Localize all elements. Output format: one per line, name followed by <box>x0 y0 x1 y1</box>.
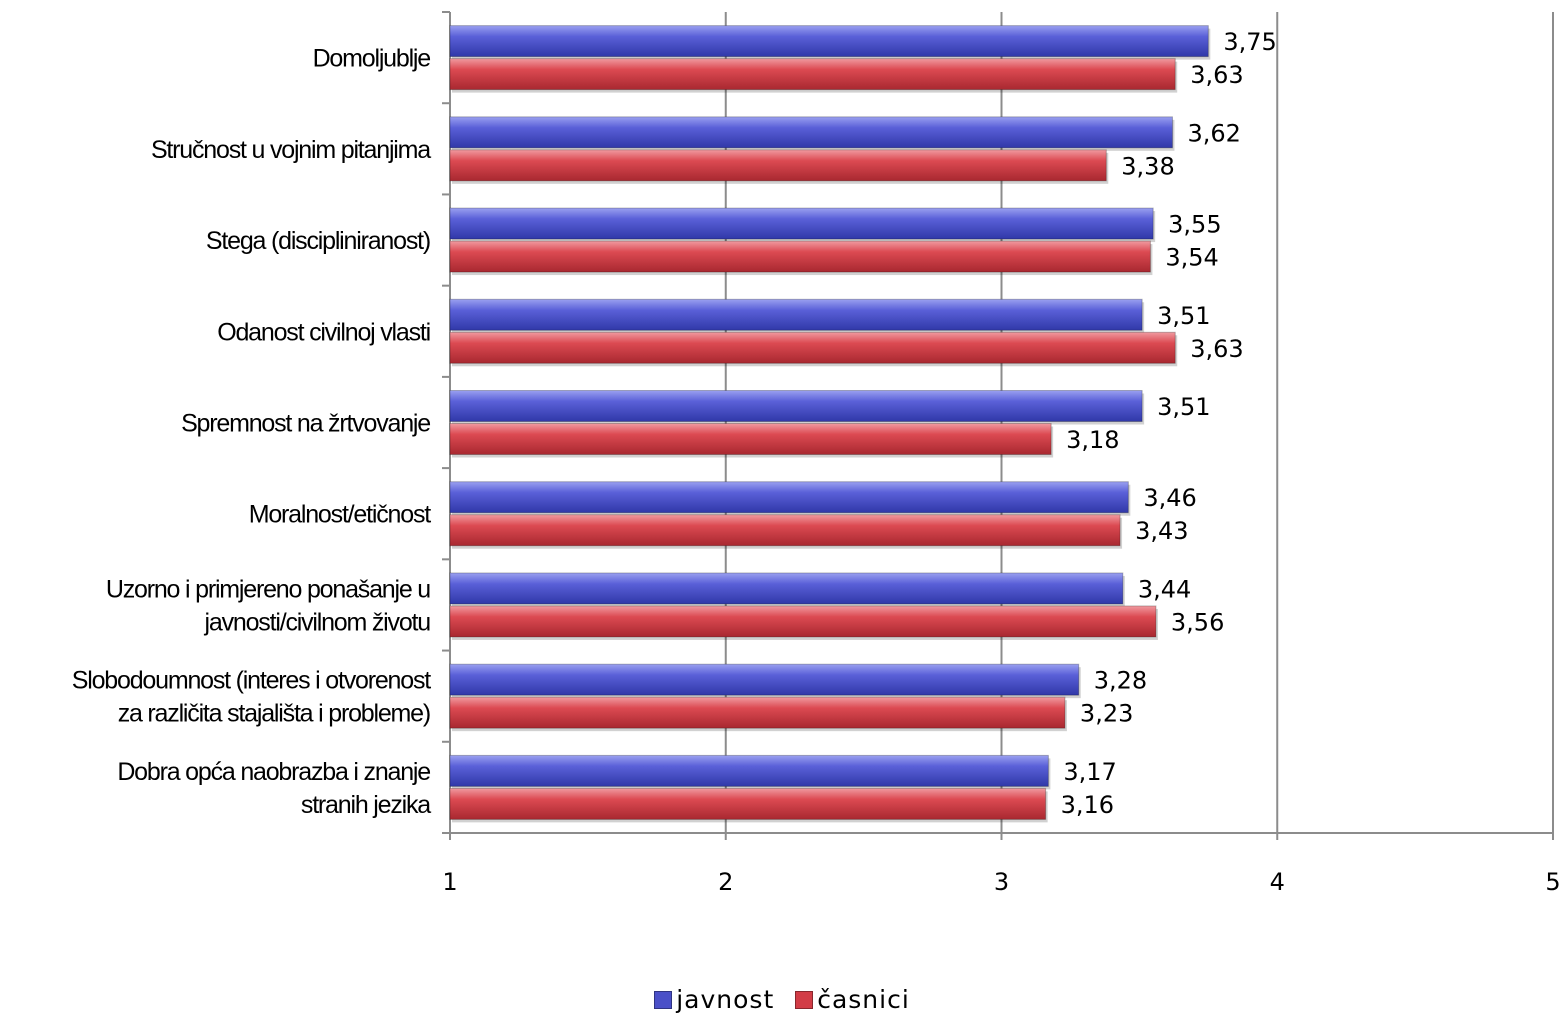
value-label-javnost-7: 3,28 <box>1094 667 1147 695</box>
value-label-javnost-2: 3,55 <box>1168 211 1221 239</box>
bar-javnost-2 <box>449 207 1154 240</box>
bar-javnost-4 <box>449 390 1143 422</box>
category-label-6-line-1: javnosti/civilnom životu <box>204 608 431 636</box>
value-label-casnici-2: 3,54 <box>1165 244 1218 272</box>
bar-casnici-1 <box>449 149 1107 182</box>
bar-casnici-5 <box>449 514 1121 547</box>
axes <box>442 11 1554 840</box>
legend-swatch-javnost <box>654 990 673 1009</box>
value-label-casnici-1: 3,38 <box>1121 152 1174 180</box>
value-label-casnici-5: 3,43 <box>1135 517 1188 545</box>
value-label-casnici-7: 3,23 <box>1080 700 1133 728</box>
legend-label-javnost: javnost <box>676 985 775 1014</box>
value-label-casnici-3: 3,63 <box>1190 335 1243 363</box>
legend-item-javnost: javnost <box>654 985 774 1014</box>
bar-casnici-8 <box>449 787 1047 820</box>
value-label-javnost-1: 3,62 <box>1187 119 1240 147</box>
bar-javnost-6 <box>449 572 1124 605</box>
bar-javnost-7 <box>449 663 1080 696</box>
bar-javnost-8 <box>449 754 1049 787</box>
category-label-1: Stručnost u vojnim pitanjima <box>151 136 431 164</box>
category-label-3: Odanost civilnoj vlasti <box>217 318 430 346</box>
gridlines <box>724 12 1554 833</box>
legend: javnost časnici <box>0 985 1564 1015</box>
category-label-7-line-0: Slobodoumnost (interes i otvorenost <box>72 667 431 695</box>
value-label-javnost-5: 3,46 <box>1143 484 1196 512</box>
bar-casnici-3 <box>449 331 1176 364</box>
x-tick-label-3: 3 <box>994 868 1009 896</box>
legend-item-casnici: časnici <box>795 985 910 1014</box>
bar-casnici-2 <box>449 240 1151 273</box>
category-label-0: Domoljublje <box>313 45 431 73</box>
x-tick-label-5: 5 <box>1545 868 1560 896</box>
category-label-4: Spremnost na žrtvovanje <box>181 410 430 438</box>
value-label-javnost-3: 3,51 <box>1157 302 1210 330</box>
bar-casnici-0 <box>449 58 1176 91</box>
category-label-8-line-0: Dobra opća naobrazba i znanje <box>117 758 430 786</box>
category-label-8-line-1: stranih jezika <box>301 791 431 819</box>
bar-javnost-0 <box>449 25 1209 58</box>
bar-casnici-6 <box>449 605 1157 638</box>
category-labels: Domoljublje Stručnost u vojnim pitanjima S… <box>72 45 433 819</box>
value-label-casnici-8: 3,16 <box>1061 791 1114 819</box>
value-label-javnost-6: 3,44 <box>1138 575 1191 603</box>
bar-javnost-1 <box>449 116 1173 149</box>
x-tick-label-1: 1 <box>442 868 457 896</box>
value-label-javnost-4: 3,51 <box>1157 393 1210 421</box>
bar-chart: 3,75 3,63 3,62 3,38 3,55 3,54 3,51 3,63 3,51 3,18… <box>72 11 1561 896</box>
legend-label-casnici: časnici <box>817 985 910 1014</box>
value-labels: 3,75 3,63 3,62 3,38 3,55 3,54 3,51 3,63 3,51 3,18… <box>1061 28 1277 819</box>
bar-casnici-7 <box>449 696 1066 729</box>
value-label-casnici-0: 3,63 <box>1190 61 1243 89</box>
bar-javnost-5 <box>449 481 1129 514</box>
x-tick-label-2: 2 <box>718 868 733 896</box>
value-label-casnici-6: 3,56 <box>1171 608 1224 636</box>
category-label-5: Moralnost/etičnost <box>249 501 432 529</box>
bars <box>449 25 1211 823</box>
category-label-6-line-0: Uzorno i primjereno ponašanje u <box>106 575 430 603</box>
legend-swatch-casnici <box>795 990 814 1009</box>
bar-javnost-3 <box>449 298 1143 331</box>
category-label-7-line-1: za različita stajališta i probleme) <box>118 700 430 728</box>
x-tick-label-4: 4 <box>1270 868 1285 896</box>
category-label-2: Stega (discipliniranost) <box>206 227 430 255</box>
value-label-javnost-8: 3,17 <box>1063 758 1116 786</box>
value-label-javnost-0: 3,75 <box>1223 28 1276 56</box>
value-label-casnici-4: 3,18 <box>1066 426 1119 454</box>
bar-casnici-4 <box>449 423 1052 455</box>
tick-labels: 1 2 3 4 5 <box>442 868 1560 896</box>
